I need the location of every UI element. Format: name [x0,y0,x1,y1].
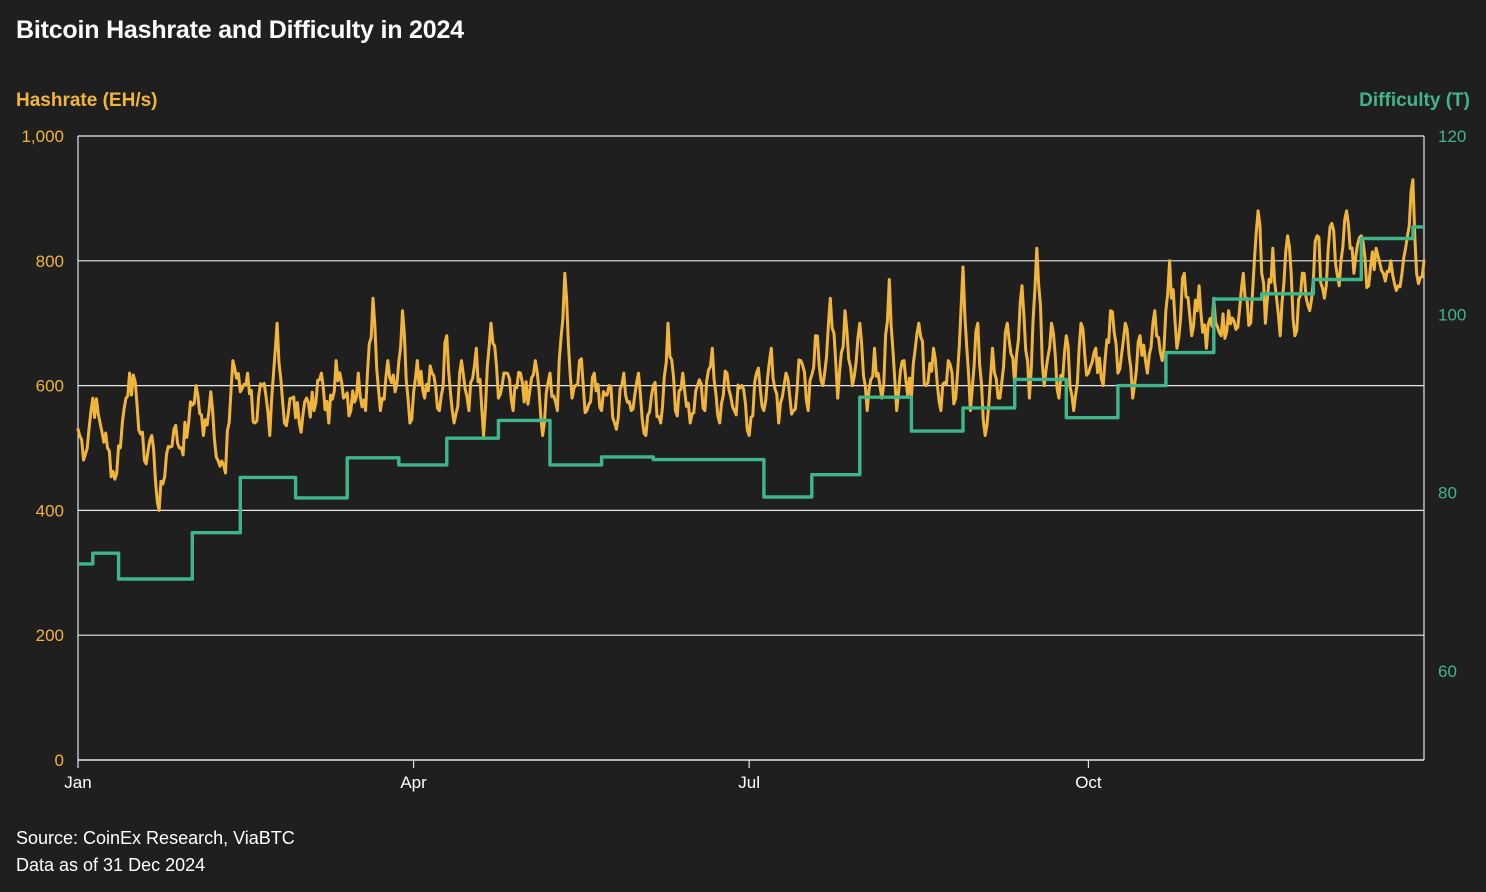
y-left-tick-label: 400 [36,501,64,520]
y-left-tick-label: 200 [36,626,64,645]
left-axis-title: Hashrate (EH/s) [16,90,158,111]
chart-footer: Source: CoinEx Research, ViaBTC Data as … [16,825,295,879]
grid-layer [78,135,1424,636]
difficulty-line [78,225,1424,581]
y-right-tick-label: 100 [1438,305,1466,324]
data-date-note: Data as of 31 Dec 2024 [16,855,206,875]
hashrate-line [76,178,1426,512]
x-tick-label: Jul [738,773,760,792]
ticks-layer: 0 200 400 600 800 1,000 60 80 100 120 Jan Apr Jul Oct [21,127,1466,792]
right-axis-title: Difficulty (T) [1359,90,1470,111]
x-tick-label: Apr [400,773,427,792]
y-left-tick-label: 600 [36,377,64,396]
y-left-tick-label: 1,000 [21,127,64,146]
axes-layer [77,136,1425,768]
y-left-tick-label: 0 [55,751,64,770]
source-note: Source: CoinEx Research, ViaBTC [16,828,295,848]
series-layer [76,178,1426,581]
x-tick-label: Jan [64,773,91,792]
chart-title: Bitcoin Hashrate and Difficulty in 2024 [16,16,464,44]
y-right-tick-label: 60 [1438,662,1457,681]
x-tick-label: Oct [1075,773,1102,792]
y-right-tick-label: 80 [1438,484,1457,503]
y-right-tick-label: 120 [1438,127,1466,146]
y-left-tick-label: 800 [36,252,64,271]
